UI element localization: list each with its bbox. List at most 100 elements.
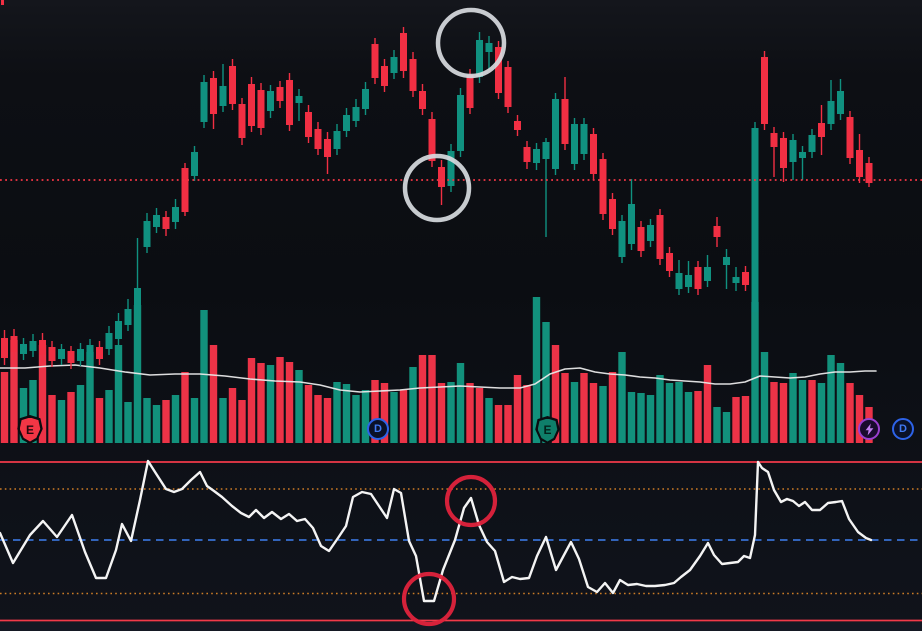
candle[interactable] bbox=[865, 157, 873, 187]
candle[interactable] bbox=[704, 255, 711, 287]
candle[interactable] bbox=[248, 77, 255, 132]
volume-bar[interactable] bbox=[855, 395, 864, 443]
volume-bar[interactable] bbox=[361, 390, 370, 443]
volume-bar[interactable] bbox=[456, 363, 465, 443]
oscillator-line[interactable] bbox=[0, 459, 873, 603]
volume-bar[interactable] bbox=[399, 390, 408, 443]
volume-bar[interactable] bbox=[618, 352, 626, 443]
candle[interactable] bbox=[780, 132, 787, 182]
candle[interactable] bbox=[124, 299, 132, 331]
candle[interactable] bbox=[115, 313, 122, 346]
volume-bar[interactable] bbox=[219, 398, 227, 443]
volume-bar[interactable] bbox=[86, 352, 94, 443]
candle[interactable] bbox=[1, 330, 8, 365]
volume-bar[interactable] bbox=[637, 393, 645, 443]
volume-bar[interactable] bbox=[817, 383, 826, 443]
candle[interactable] bbox=[770, 127, 778, 177]
candle[interactable] bbox=[495, 41, 502, 99]
volume-bar[interactable] bbox=[779, 383, 788, 443]
candle[interactable] bbox=[96, 341, 103, 365]
volume-bar[interactable] bbox=[247, 358, 256, 443]
candle[interactable] bbox=[694, 261, 702, 295]
white-circle-annotation[interactable] bbox=[435, 7, 507, 79]
volume-bar[interactable] bbox=[418, 355, 427, 443]
volume-bar[interactable] bbox=[751, 302, 759, 443]
candle[interactable] bbox=[751, 122, 759, 316]
candle[interactable] bbox=[276, 81, 284, 108]
volume-bar[interactable] bbox=[143, 398, 151, 443]
candle[interactable] bbox=[105, 326, 113, 355]
candle[interactable] bbox=[181, 163, 189, 216]
candle[interactable] bbox=[172, 199, 179, 229]
candle[interactable] bbox=[514, 115, 521, 136]
volume-bar[interactable] bbox=[627, 392, 636, 443]
volume-bar[interactable] bbox=[684, 392, 693, 443]
volume-bar[interactable] bbox=[608, 372, 617, 443]
candle[interactable] bbox=[542, 138, 550, 237]
candle[interactable] bbox=[732, 267, 740, 291]
volume-bar[interactable] bbox=[694, 391, 702, 443]
volume-bar[interactable] bbox=[523, 385, 531, 443]
candle[interactable] bbox=[352, 99, 360, 127]
candle[interactable] bbox=[381, 59, 388, 92]
candle[interactable] bbox=[153, 208, 160, 233]
volume-bar[interactable] bbox=[732, 397, 740, 443]
candle[interactable] bbox=[438, 160, 445, 205]
volume-bar[interactable] bbox=[447, 382, 455, 443]
volume-bar[interactable] bbox=[257, 363, 265, 443]
candle[interactable] bbox=[447, 144, 455, 192]
volume-bar[interactable] bbox=[228, 388, 237, 443]
candle[interactable] bbox=[286, 73, 293, 131]
volume-bar[interactable] bbox=[808, 380, 816, 443]
volume-bar[interactable] bbox=[105, 390, 113, 443]
split-marker[interactable] bbox=[858, 418, 880, 440]
candle[interactable] bbox=[333, 124, 341, 155]
volume-bar[interactable] bbox=[551, 345, 560, 443]
candle[interactable] bbox=[400, 27, 407, 78]
candle[interactable] bbox=[799, 146, 806, 180]
candle[interactable] bbox=[637, 221, 645, 257]
volume-bar[interactable] bbox=[656, 375, 664, 443]
volume-bar[interactable] bbox=[114, 345, 123, 443]
volume-bar[interactable] bbox=[57, 400, 66, 443]
volume-bar[interactable] bbox=[789, 373, 797, 443]
candle[interactable] bbox=[219, 64, 227, 112]
candle[interactable] bbox=[39, 333, 46, 362]
volume-bar[interactable] bbox=[570, 382, 579, 443]
volume-bar[interactable] bbox=[599, 386, 607, 443]
candle[interactable] bbox=[504, 61, 512, 113]
candle[interactable] bbox=[618, 215, 626, 263]
volume-bar[interactable] bbox=[836, 363, 845, 443]
candle[interactable] bbox=[77, 343, 84, 366]
candle[interactable] bbox=[533, 143, 540, 170]
volume-bar[interactable] bbox=[314, 395, 322, 443]
candle[interactable] bbox=[561, 77, 569, 150]
volume-bar[interactable] bbox=[589, 383, 598, 443]
candle[interactable] bbox=[808, 129, 816, 158]
volume-bar[interactable] bbox=[333, 382, 341, 443]
candle[interactable] bbox=[200, 75, 208, 128]
candle[interactable] bbox=[343, 108, 350, 137]
candle[interactable] bbox=[58, 344, 65, 365]
volume-bar[interactable] bbox=[542, 322, 550, 443]
volume-bar[interactable] bbox=[646, 395, 655, 443]
volume-bar[interactable] bbox=[181, 372, 189, 443]
volume-bar[interactable] bbox=[760, 352, 769, 443]
volume-bar[interactable] bbox=[67, 392, 75, 443]
candle[interactable] bbox=[162, 211, 170, 236]
volume-bar[interactable] bbox=[304, 385, 313, 443]
volume-bar[interactable] bbox=[200, 310, 208, 443]
volume-bar[interactable] bbox=[19, 388, 28, 443]
volume-bar[interactable] bbox=[580, 373, 588, 443]
candle[interactable] bbox=[409, 52, 417, 97]
volume-bar[interactable] bbox=[38, 345, 47, 443]
candle[interactable] bbox=[580, 118, 588, 160]
candle[interactable] bbox=[856, 134, 863, 183]
white-circle-annotation[interactable] bbox=[402, 153, 472, 223]
candle[interactable] bbox=[419, 84, 426, 115]
candle[interactable] bbox=[10, 329, 18, 360]
candle[interactable] bbox=[656, 209, 664, 265]
candle[interactable] bbox=[789, 134, 797, 180]
volume-bar[interactable] bbox=[846, 383, 854, 443]
